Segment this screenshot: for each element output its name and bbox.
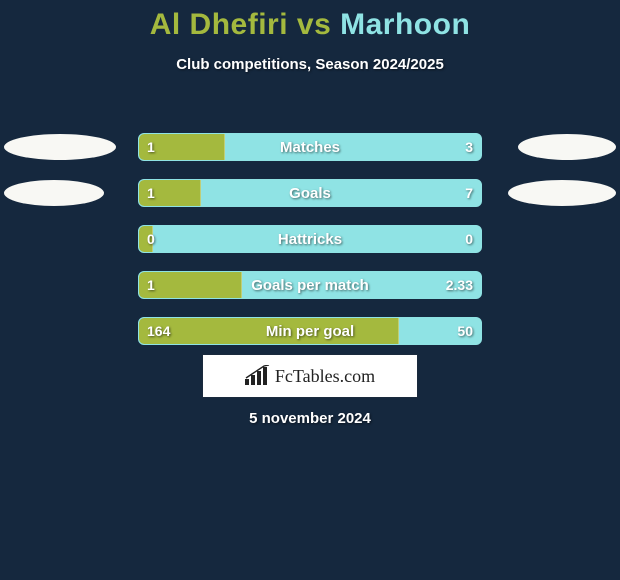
brand-box[interactable]: FcTables.com — [202, 354, 418, 398]
stat-value-player2: 0 — [465, 226, 473, 252]
player1-name: Al Dhefiri — [150, 8, 288, 41]
player2-ellipse — [518, 134, 616, 160]
comparison-widget: Al Dhefiri vs Marhoon Club competitions,… — [0, 0, 620, 580]
stat-bar-player1 — [139, 226, 153, 252]
subtitle: Club competitions, Season 2024/2025 — [0, 56, 620, 73]
stat-row: 17Goals — [0, 170, 620, 216]
player2-name: Marhoon — [340, 8, 470, 41]
stat-label: Hattricks — [139, 226, 481, 252]
stat-value-player2: 3 — [465, 134, 473, 160]
brand-text: FcTables.com — [275, 366, 375, 387]
stat-bar: 16450Min per goal — [138, 317, 482, 345]
stat-row: 16450Min per goal — [0, 308, 620, 354]
stat-bar: 13Matches — [138, 133, 482, 161]
stat-row: 13Matches — [0, 124, 620, 170]
stat-bar-player1 — [139, 180, 201, 206]
vs-text: vs — [297, 8, 331, 41]
stat-row: 00Hattricks — [0, 216, 620, 262]
bars-icon — [245, 365, 271, 387]
stat-value-player2: 7 — [465, 180, 473, 206]
stat-value-player2: 2.33 — [446, 272, 473, 298]
date-text: 5 november 2024 — [0, 410, 620, 427]
stat-row: 12.33Goals per match — [0, 262, 620, 308]
stat-rows: 13Matches 17Goals 00Hattricks 12.33Goals pe… — [0, 124, 620, 354]
stat-bar: 12.33Goals per match — [138, 271, 482, 299]
stat-bar-player1 — [139, 318, 399, 344]
player1-ellipse — [4, 134, 116, 160]
stat-bar-player1 — [139, 134, 225, 160]
player1-ellipse — [4, 180, 104, 206]
stat-bar: 00Hattricks — [138, 225, 482, 253]
stat-value-player2: 50 — [457, 318, 473, 344]
stat-bar: 17Goals — [138, 179, 482, 207]
player2-ellipse — [508, 180, 616, 206]
page-title: Al Dhefiri vs Marhoon — [0, 0, 620, 42]
stat-bar-player1 — [139, 272, 242, 298]
